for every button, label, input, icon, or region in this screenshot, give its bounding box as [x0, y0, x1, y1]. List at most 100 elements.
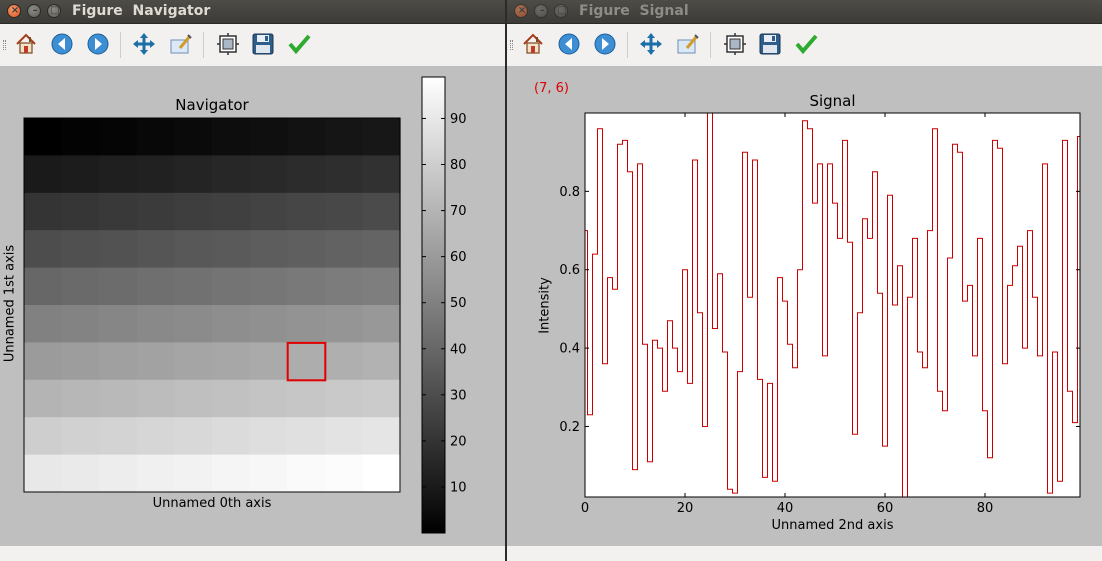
heatmap-cell[interactable]	[136, 267, 175, 306]
forward-button[interactable]	[84, 30, 112, 58]
heatmap-cell[interactable]	[174, 118, 213, 156]
heatmap-cell[interactable]	[324, 155, 363, 194]
home-button[interactable]	[519, 30, 547, 58]
edit-parameters-button[interactable]	[792, 30, 820, 58]
heatmap-cell[interactable]	[61, 192, 100, 231]
heatmap-cell[interactable]	[287, 305, 326, 343]
heatmap-cell[interactable]	[99, 155, 138, 194]
heatmap-cell[interactable]	[362, 155, 401, 194]
toolbar-grip[interactable]	[3, 40, 6, 50]
heatmap-cell[interactable]	[324, 417, 363, 456]
heatmap-cell[interactable]	[324, 454, 363, 493]
heatmap-cell[interactable]	[362, 230, 401, 269]
heatmap-cell[interactable]	[174, 230, 213, 269]
heatmap-cell[interactable]	[174, 305, 213, 343]
heatmap-cell[interactable]	[136, 379, 175, 418]
heatmap-cell[interactable]	[324, 342, 363, 381]
heatmap-cell[interactable]	[61, 267, 100, 306]
signal-plot[interactable]: 0 20 40 60 80 0.2 0.4 0.6 0.8	[507, 66, 1102, 546]
signal-canvas[interactable]: (7, 6) Signal 0 20 40 60 80 0.2 0.4 0.6 0.8 Unna…	[507, 66, 1102, 546]
heatmap-cell[interactable]	[212, 342, 251, 381]
heatmap-cell[interactable]	[61, 118, 100, 156]
heatmap-cell[interactable]	[287, 155, 326, 194]
heatmap-cell[interactable]	[212, 305, 251, 343]
minimize-window-button[interactable]: –	[27, 4, 41, 18]
heatmap-cell[interactable]	[99, 118, 138, 156]
heatmap-cell[interactable]	[99, 342, 138, 381]
heatmap-cell[interactable]	[174, 267, 213, 306]
heatmap-cell[interactable]	[362, 305, 401, 343]
heatmap-cell[interactable]	[212, 379, 251, 418]
heatmap-cell[interactable]	[362, 342, 401, 381]
heatmap-cell[interactable]	[287, 454, 326, 493]
heatmap-cell[interactable]	[99, 379, 138, 418]
forward-button[interactable]	[591, 30, 619, 58]
pan-button[interactable]	[130, 30, 158, 58]
heatmap-cell[interactable]	[212, 417, 251, 456]
heatmap-cell[interactable]	[61, 454, 100, 493]
heatmap-cell[interactable]	[24, 155, 63, 194]
heatmap-cell[interactable]	[61, 379, 100, 418]
maximize-window-button[interactable]: □	[554, 4, 568, 18]
zoom-button[interactable]	[166, 30, 194, 58]
heatmap-cell[interactable]	[174, 155, 213, 194]
heatmap-cell[interactable]	[362, 118, 401, 156]
heatmap-cell[interactable]	[99, 192, 138, 231]
subplots-button[interactable]	[721, 30, 749, 58]
heatmap-cell[interactable]	[136, 230, 175, 269]
heatmap-cell[interactable]	[287, 230, 326, 269]
heatmap-cell[interactable]	[174, 342, 213, 381]
back-button[interactable]	[555, 30, 583, 58]
heatmap-cell[interactable]	[212, 118, 251, 156]
heatmap-cell[interactable]	[212, 267, 251, 306]
heatmap-cell[interactable]	[324, 305, 363, 343]
navigator-title-bar[interactable]: × – □ Figure Navigator	[0, 0, 505, 24]
heatmap-cell[interactable]	[249, 342, 288, 381]
heatmap-cell[interactable]	[136, 305, 175, 343]
heatmap-cell[interactable]	[212, 192, 251, 231]
heatmap-cell[interactable]	[287, 417, 326, 456]
heatmap-cell[interactable]	[362, 454, 401, 493]
heatmap-cell[interactable]	[61, 417, 100, 456]
heatmap-cell[interactable]	[24, 305, 63, 343]
heatmap-cell[interactable]	[99, 417, 138, 456]
heatmap-cell[interactable]	[249, 230, 288, 269]
save-button[interactable]	[756, 30, 784, 58]
heatmap-cell[interactable]	[287, 192, 326, 231]
heatmap-cell[interactable]	[99, 230, 138, 269]
heatmap-cell[interactable]	[249, 305, 288, 343]
heatmap-cell[interactable]	[249, 192, 288, 231]
heatmap-cell[interactable]	[287, 267, 326, 306]
heatmap-cell[interactable]	[136, 342, 175, 381]
heatmap-cell[interactable]	[24, 118, 63, 156]
close-window-button[interactable]: ×	[514, 4, 528, 18]
heatmap-cell[interactable]	[24, 192, 63, 231]
heatmap-cell[interactable]	[212, 230, 251, 269]
heatmap-cell[interactable]	[174, 192, 213, 231]
heatmap-cell[interactable]	[249, 379, 288, 418]
heatmap-cell[interactable]	[362, 417, 401, 456]
pan-button[interactable]	[637, 30, 665, 58]
heatmap-cell[interactable]	[212, 155, 251, 194]
subplots-button[interactable]	[214, 30, 242, 58]
heatmap-cell[interactable]	[249, 417, 288, 456]
heatmap-cell[interactable]	[24, 230, 63, 269]
heatmap-cell[interactable]	[174, 454, 213, 493]
heatmap-cell[interactable]	[136, 155, 175, 194]
heatmap-cell[interactable]	[136, 454, 175, 493]
heatmap-cell[interactable]	[324, 192, 363, 231]
heatmap-cell[interactable]	[362, 267, 401, 306]
heatmap-cell[interactable]	[362, 379, 401, 418]
signal-title-bar[interactable]: × – □ Figure Signal	[507, 0, 1102, 24]
navigator-position-marker[interactable]	[286, 341, 327, 382]
heatmap-cell[interactable]	[249, 155, 288, 194]
heatmap-cell[interactable]	[212, 454, 251, 493]
maximize-window-button[interactable]: □	[47, 4, 61, 18]
heatmap-cell[interactable]	[174, 417, 213, 456]
heatmap-cell[interactable]	[99, 454, 138, 493]
close-window-button[interactable]: ×	[7, 4, 21, 18]
heatmap-cell[interactable]	[24, 379, 63, 418]
heatmap-cell[interactable]	[249, 118, 288, 156]
toolbar-grip[interactable]	[510, 40, 513, 50]
heatmap-cell[interactable]	[99, 267, 138, 306]
